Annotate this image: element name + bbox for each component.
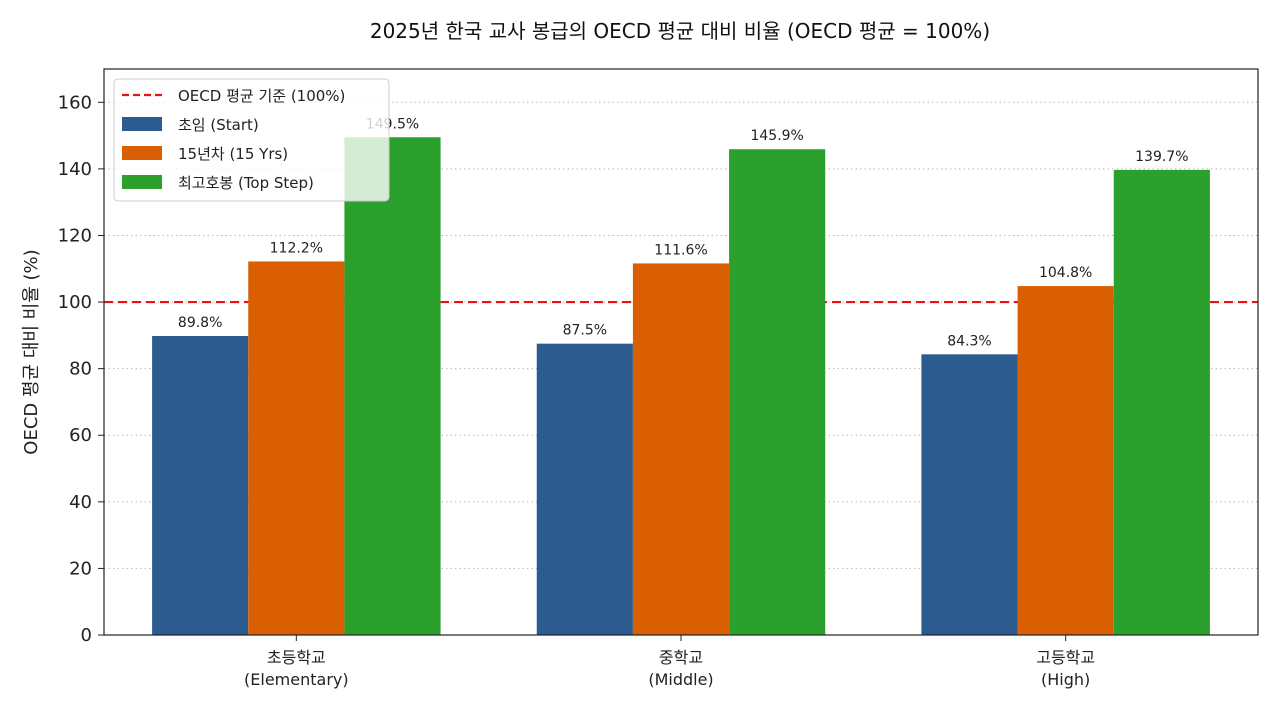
- x-tick-label: 중학교: [659, 648, 703, 667]
- legend-label: 최고호봉 (Top Step): [178, 174, 314, 192]
- y-tick-label: 100: [58, 292, 92, 313]
- data-label: 84.3%: [947, 333, 991, 349]
- legend-label: 초임 (Start): [178, 116, 259, 134]
- bar: [1017, 286, 1114, 635]
- bar: [632, 263, 730, 635]
- bar: [921, 354, 1018, 635]
- bar: [729, 149, 826, 635]
- bar: [344, 137, 441, 636]
- x-tick-label: (Elementary): [244, 670, 349, 689]
- x-tick-label: 고등학교: [1036, 648, 1095, 667]
- y-tick-label: 160: [58, 92, 92, 113]
- x-axis-ticks: 초등학교 (Elementary) 중학교 (Middle) 고등학교 (High): [244, 635, 1095, 689]
- legend: OECD 평균 기준 (100%) 초임 (Start) 15년차 (15 Yrs)…: [113, 78, 390, 202]
- chart-title: 2025년 한국 교사 봉급의 OECD 평균 대비 비율 (OECD 평균 =…: [370, 19, 990, 43]
- y-tick-label: 40: [69, 492, 92, 513]
- y-axis-label: OECD 평균 대비 비율 (%): [21, 249, 42, 454]
- data-label: 87.5%: [563, 323, 607, 339]
- data-label: 145.9%: [750, 128, 803, 144]
- bar: [1113, 169, 1210, 636]
- legend-swatch: [122, 175, 162, 189]
- data-labels: 89.8%112.2%149.5%87.5%111.6%145.9%84.3%1…: [178, 116, 1189, 349]
- data-label: 104.8%: [1039, 265, 1092, 281]
- legend-label: 15년차 (15 Yrs): [178, 145, 288, 163]
- x-tick-label: (High): [1041, 670, 1090, 689]
- x-tick-label: (Middle): [648, 670, 713, 689]
- bar: [152, 336, 249, 635]
- bar: [536, 343, 633, 635]
- y-tick-label: 20: [69, 558, 92, 579]
- y-tick-label: 140: [58, 159, 92, 180]
- data-label: 112.2%: [270, 240, 323, 256]
- legend-label: OECD 평균 기준 (100%): [178, 87, 345, 105]
- x-tick-label: 초등학교: [267, 648, 326, 667]
- y-tick-label: 60: [69, 425, 92, 446]
- legend-swatch: [122, 146, 162, 160]
- y-tick-label: 0: [81, 625, 92, 646]
- y-axis-ticks: 0 20 40 60 80 100 120 140 160: [58, 92, 104, 646]
- bar: [248, 261, 345, 635]
- bars: [152, 137, 1210, 636]
- data-label: 89.8%: [178, 315, 222, 331]
- legend-swatch: [122, 117, 162, 131]
- y-tick-label: 80: [69, 359, 92, 380]
- legend-box: [113, 78, 390, 202]
- data-label: 139.7%: [1135, 149, 1188, 165]
- y-tick-label: 120: [58, 225, 92, 246]
- data-label: 111.6%: [654, 242, 707, 258]
